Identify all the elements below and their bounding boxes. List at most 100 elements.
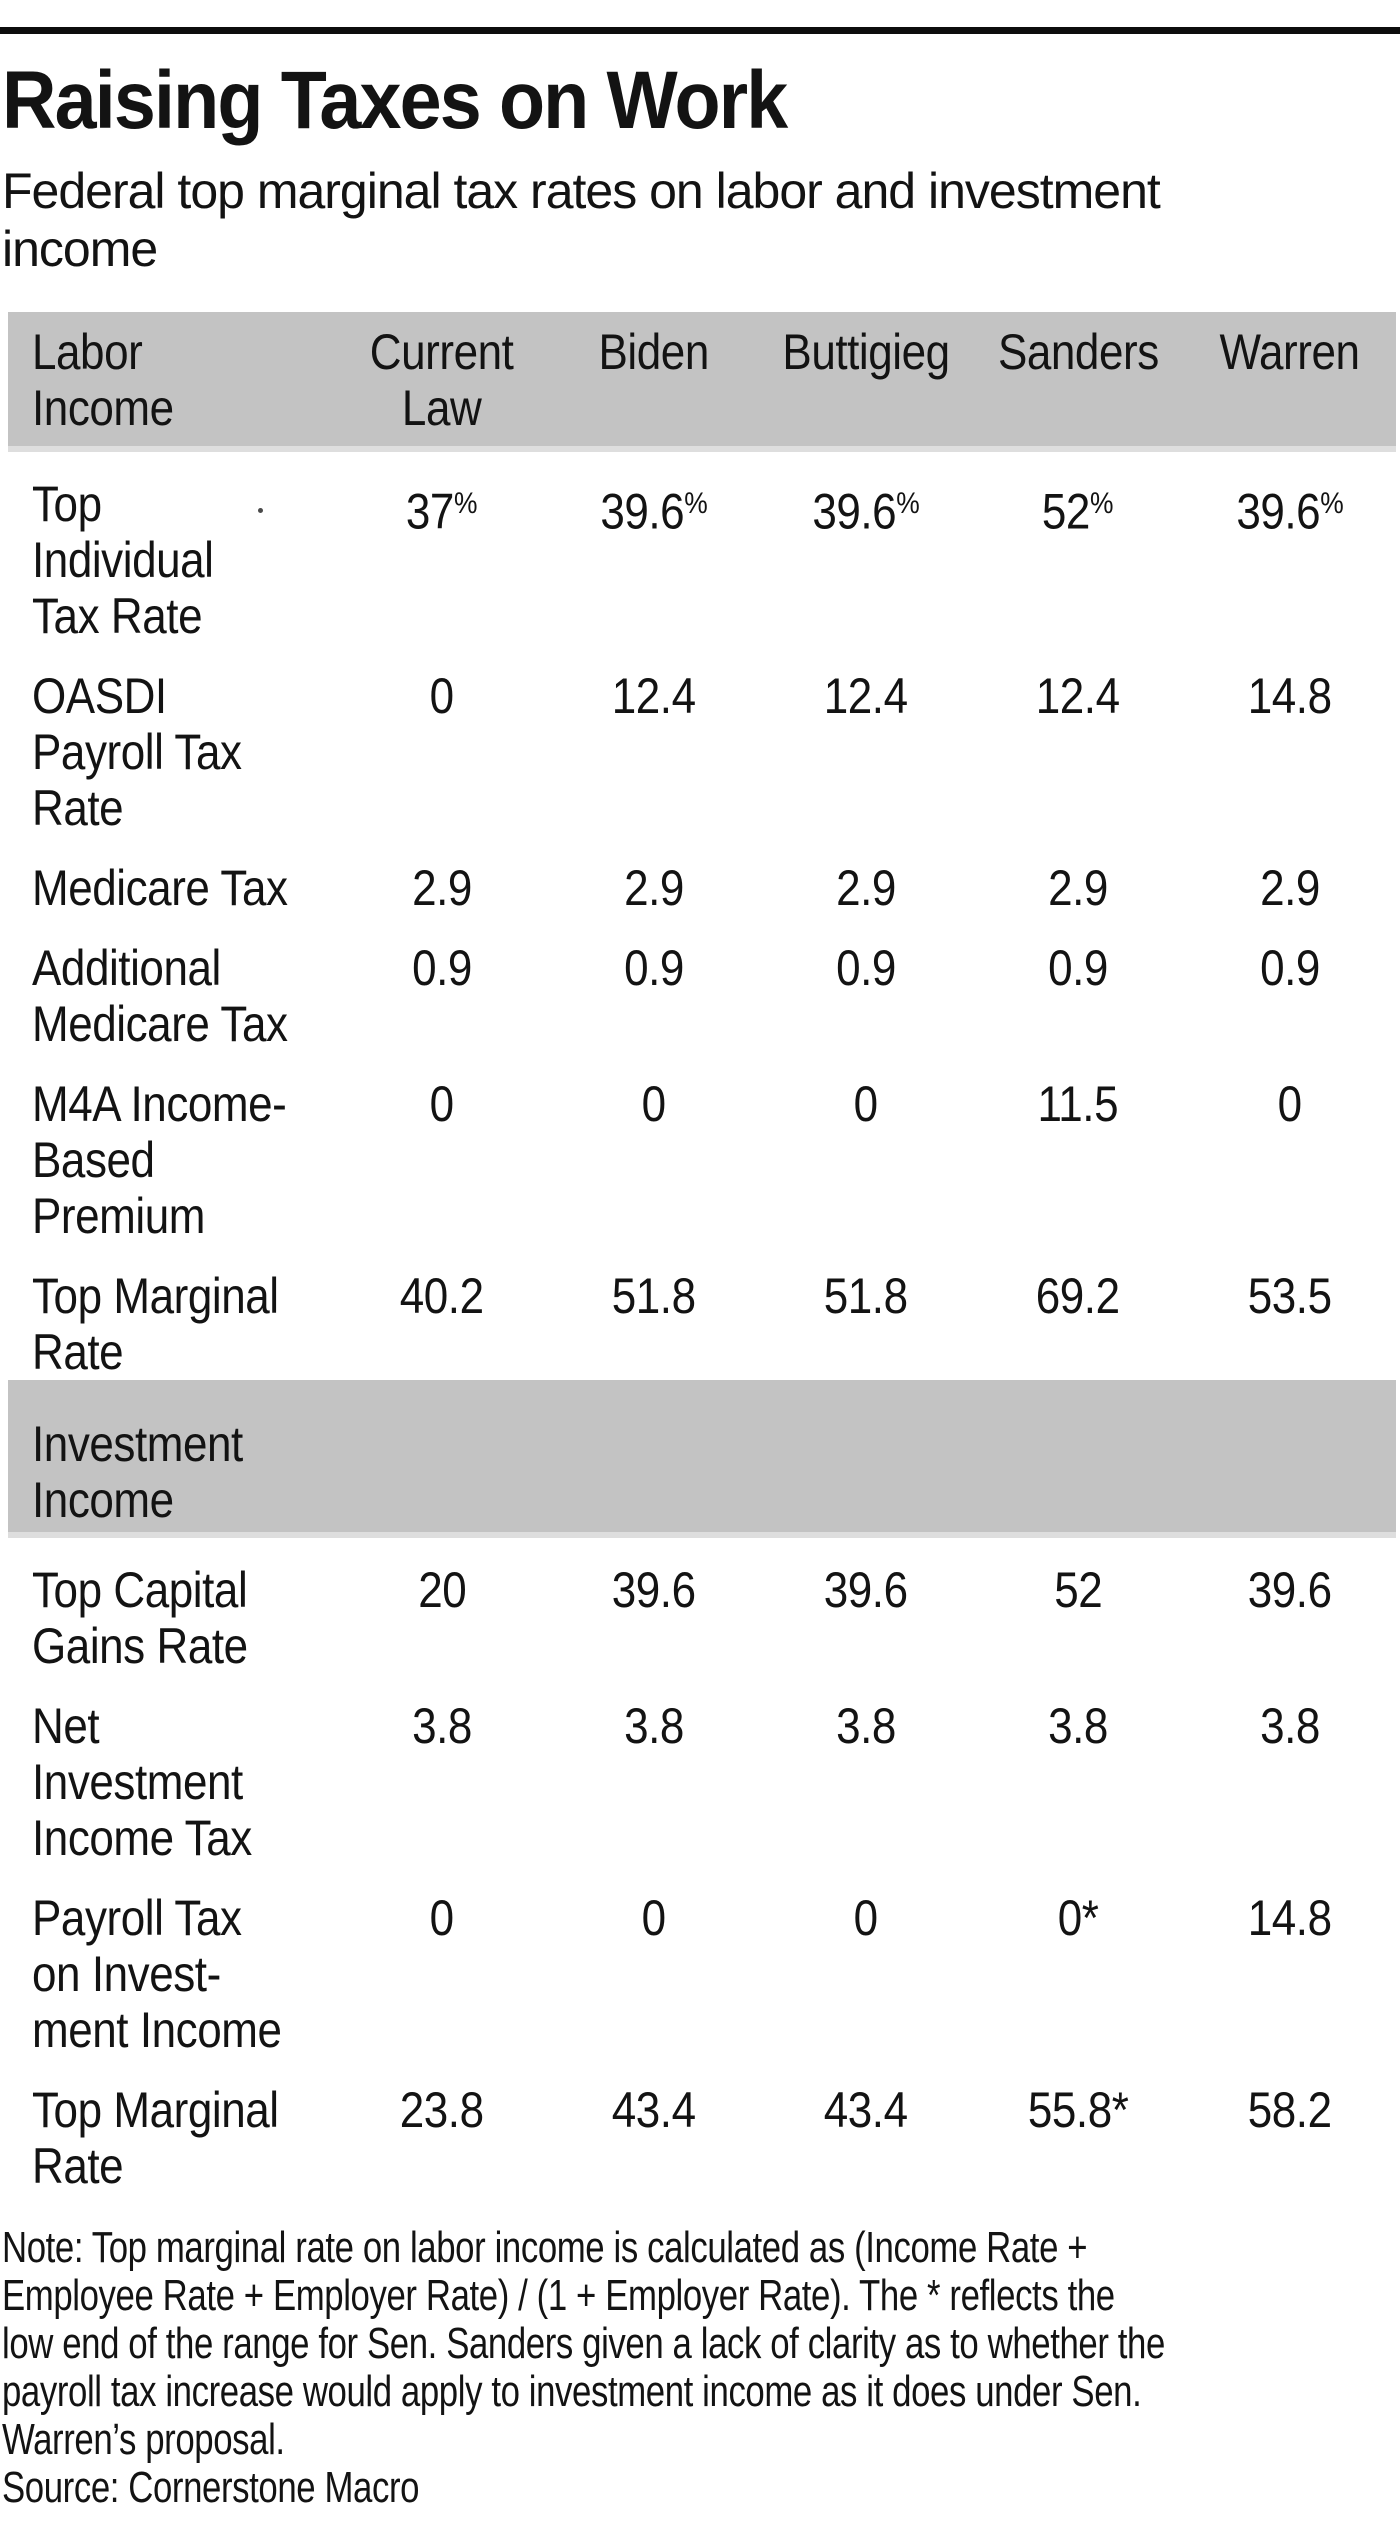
stray-dot-artifact	[258, 508, 263, 513]
value: 0	[1277, 1076, 1303, 1132]
value: 39.6	[824, 1562, 908, 1618]
table-row-net-investment-income-tax: Net Investment Income Tax 3.8 3.8 3.8 3.…	[8, 1674, 1396, 1866]
value: 2.9	[1048, 860, 1108, 916]
value: 2.9	[624, 860, 684, 916]
page-subtitle: Federal top marginal tax rates on labor …	[2, 163, 1161, 277]
value: 2.9	[1260, 860, 1320, 916]
source-line: Source: Cornerstone Macro	[2, 2463, 420, 2512]
value: 0	[641, 1890, 667, 1946]
row-label: Additional Medicare Tax	[32, 940, 288, 1052]
top-rule	[0, 27, 1400, 34]
column-header-sanders: Sanders	[972, 312, 1184, 452]
value-cell: 0	[760, 1052, 972, 1244]
column-header-label: Buttigieg	[782, 324, 950, 380]
column-header-current-law: Current Law	[336, 312, 548, 452]
value: 51.8	[612, 1268, 696, 1324]
value-cell: 43.4	[760, 2058, 972, 2194]
column-header-warren: Warren	[1184, 312, 1396, 452]
value-cell: 0.9	[760, 916, 972, 1052]
value: 11.5	[1037, 1076, 1119, 1132]
value-cell: 3.8	[972, 1674, 1184, 1866]
row-label: Top Capital Gains Rate	[32, 1562, 248, 1674]
value-cell: 3.8	[760, 1674, 972, 1866]
table-row-top-marginal-rate-labor: Top Marginal Rate 40.2 51.8 51.8 69.2 53…	[8, 1244, 1396, 1380]
value: 20	[417, 1562, 467, 1618]
value: 0.9	[624, 940, 684, 996]
row-label-cell: Top Individual Tax Rate	[8, 449, 336, 644]
value-cell: 0.9	[548, 916, 760, 1052]
value-cell: 0	[548, 1052, 760, 1244]
value: 39.6%	[1236, 483, 1344, 540]
value-cell: 3.8	[336, 1674, 548, 1866]
value: 0	[429, 1890, 455, 1946]
value: 52%	[1042, 483, 1114, 540]
value: 53.5	[1248, 1268, 1332, 1324]
row-label-cell: M4A Income- Based Premium	[8, 1052, 336, 1244]
value: 39.6%	[600, 483, 708, 540]
value-cell: 0	[1184, 1052, 1396, 1244]
value: 58.2	[1248, 2082, 1332, 2138]
column-header-label: Warren	[1220, 324, 1360, 380]
section-label-investment-income: Investment Income	[32, 1416, 243, 1528]
value-cell: 3.8	[1184, 1674, 1396, 1866]
section-header-labor-income: Labor Income	[8, 312, 336, 452]
value-cell: 23.8	[336, 2058, 548, 2194]
value-cell: 0	[336, 644, 548, 836]
row-label: Top Individual Tax Rate	[32, 476, 214, 644]
value-cell: 39.6%	[548, 449, 760, 644]
value-cell: 37%	[336, 449, 548, 644]
value: 2.9	[412, 860, 472, 916]
row-label: Net Investment Income Tax	[32, 1698, 252, 1866]
table-row-payroll-tax-on-investment-income: Payroll Tax on Invest- ment Income 0 0 0…	[8, 1866, 1396, 2058]
value-cell: 55.8*	[972, 2058, 1184, 2194]
value-cell: 39.6%	[1184, 449, 1396, 644]
value-cell: 14.8	[1184, 644, 1396, 836]
value: 0.9	[836, 940, 896, 996]
value-cell: 14.8	[1184, 1866, 1396, 2058]
table-row-top-capital-gains-rate: Top Capital Gains Rate 20 39.6 39.6 52 3…	[8, 1535, 1396, 1674]
value-cell: 39.6	[1184, 1535, 1396, 1674]
row-label-cell: OASDI Payroll Tax Rate	[8, 644, 336, 836]
table-row-additional-medicare-tax: Additional Medicare Tax 0.9 0.9 0.9 0.9 …	[8, 916, 1396, 1052]
value-cell: 0	[336, 1866, 548, 2058]
value-cell: 69.2	[972, 1244, 1184, 1380]
value: 0*	[1057, 1890, 1099, 1946]
section-header-spacer	[336, 1380, 1396, 1538]
table-row-medicare-tax: Medicare Tax 2.9 2.9 2.9 2.9 2.9	[8, 836, 1396, 916]
value: 3.8	[412, 1698, 472, 1754]
value-cell: 0*	[972, 1866, 1184, 2058]
tax-rates-table: Labor Income Current Law Biden Buttigieg…	[8, 312, 1396, 2194]
value-cell: 2.9	[1184, 836, 1396, 916]
value-cell: 3.8	[548, 1674, 760, 1866]
column-header-buttigieg: Buttigieg	[760, 312, 972, 452]
row-label-cell: Top Marginal Rate	[8, 1244, 336, 1380]
value: 51.8	[824, 1268, 908, 1324]
value: 0.9	[412, 940, 472, 996]
value-cell: 52%	[972, 449, 1184, 644]
value-cell: 12.4	[548, 644, 760, 836]
value: 39.6	[612, 1562, 696, 1618]
column-header-biden: Biden	[548, 312, 760, 452]
value-cell: 51.8	[548, 1244, 760, 1380]
value: 12.4	[824, 668, 908, 724]
value-cell: 12.4	[760, 644, 972, 836]
value: 0	[853, 1076, 879, 1132]
column-header-label: Current Law	[370, 324, 514, 436]
row-label: Payroll Tax on Invest- ment Income	[32, 1890, 282, 2058]
value-cell: 12.4	[972, 644, 1184, 836]
value-cell: 52	[972, 1535, 1184, 1674]
value: 43.4	[612, 2082, 696, 2138]
table-row-top-individual-tax-rate: Top Individual Tax Rate 37% 39.6% 39.6% …	[8, 449, 1396, 644]
value: 39.6%	[812, 483, 920, 540]
section-label-labor-income: Labor Income	[32, 324, 174, 436]
row-label-cell: Net Investment Income Tax	[8, 1674, 336, 1866]
value: 2.9	[836, 860, 896, 916]
tax-table-graphic: Raising Taxes on Work Federal top margin…	[0, 27, 1400, 2512]
row-label: M4A Income- Based Premium	[32, 1076, 287, 1244]
value-cell: 0	[760, 1866, 972, 2058]
row-label-cell: Payroll Tax on Invest- ment Income	[8, 1866, 336, 2058]
value-cell: 11.5	[972, 1052, 1184, 1244]
value-cell: 20	[336, 1535, 548, 1674]
labor-income-header-row: Labor Income Current Law Biden Buttigieg…	[8, 312, 1396, 452]
value: 55.8*	[1027, 2082, 1129, 2138]
